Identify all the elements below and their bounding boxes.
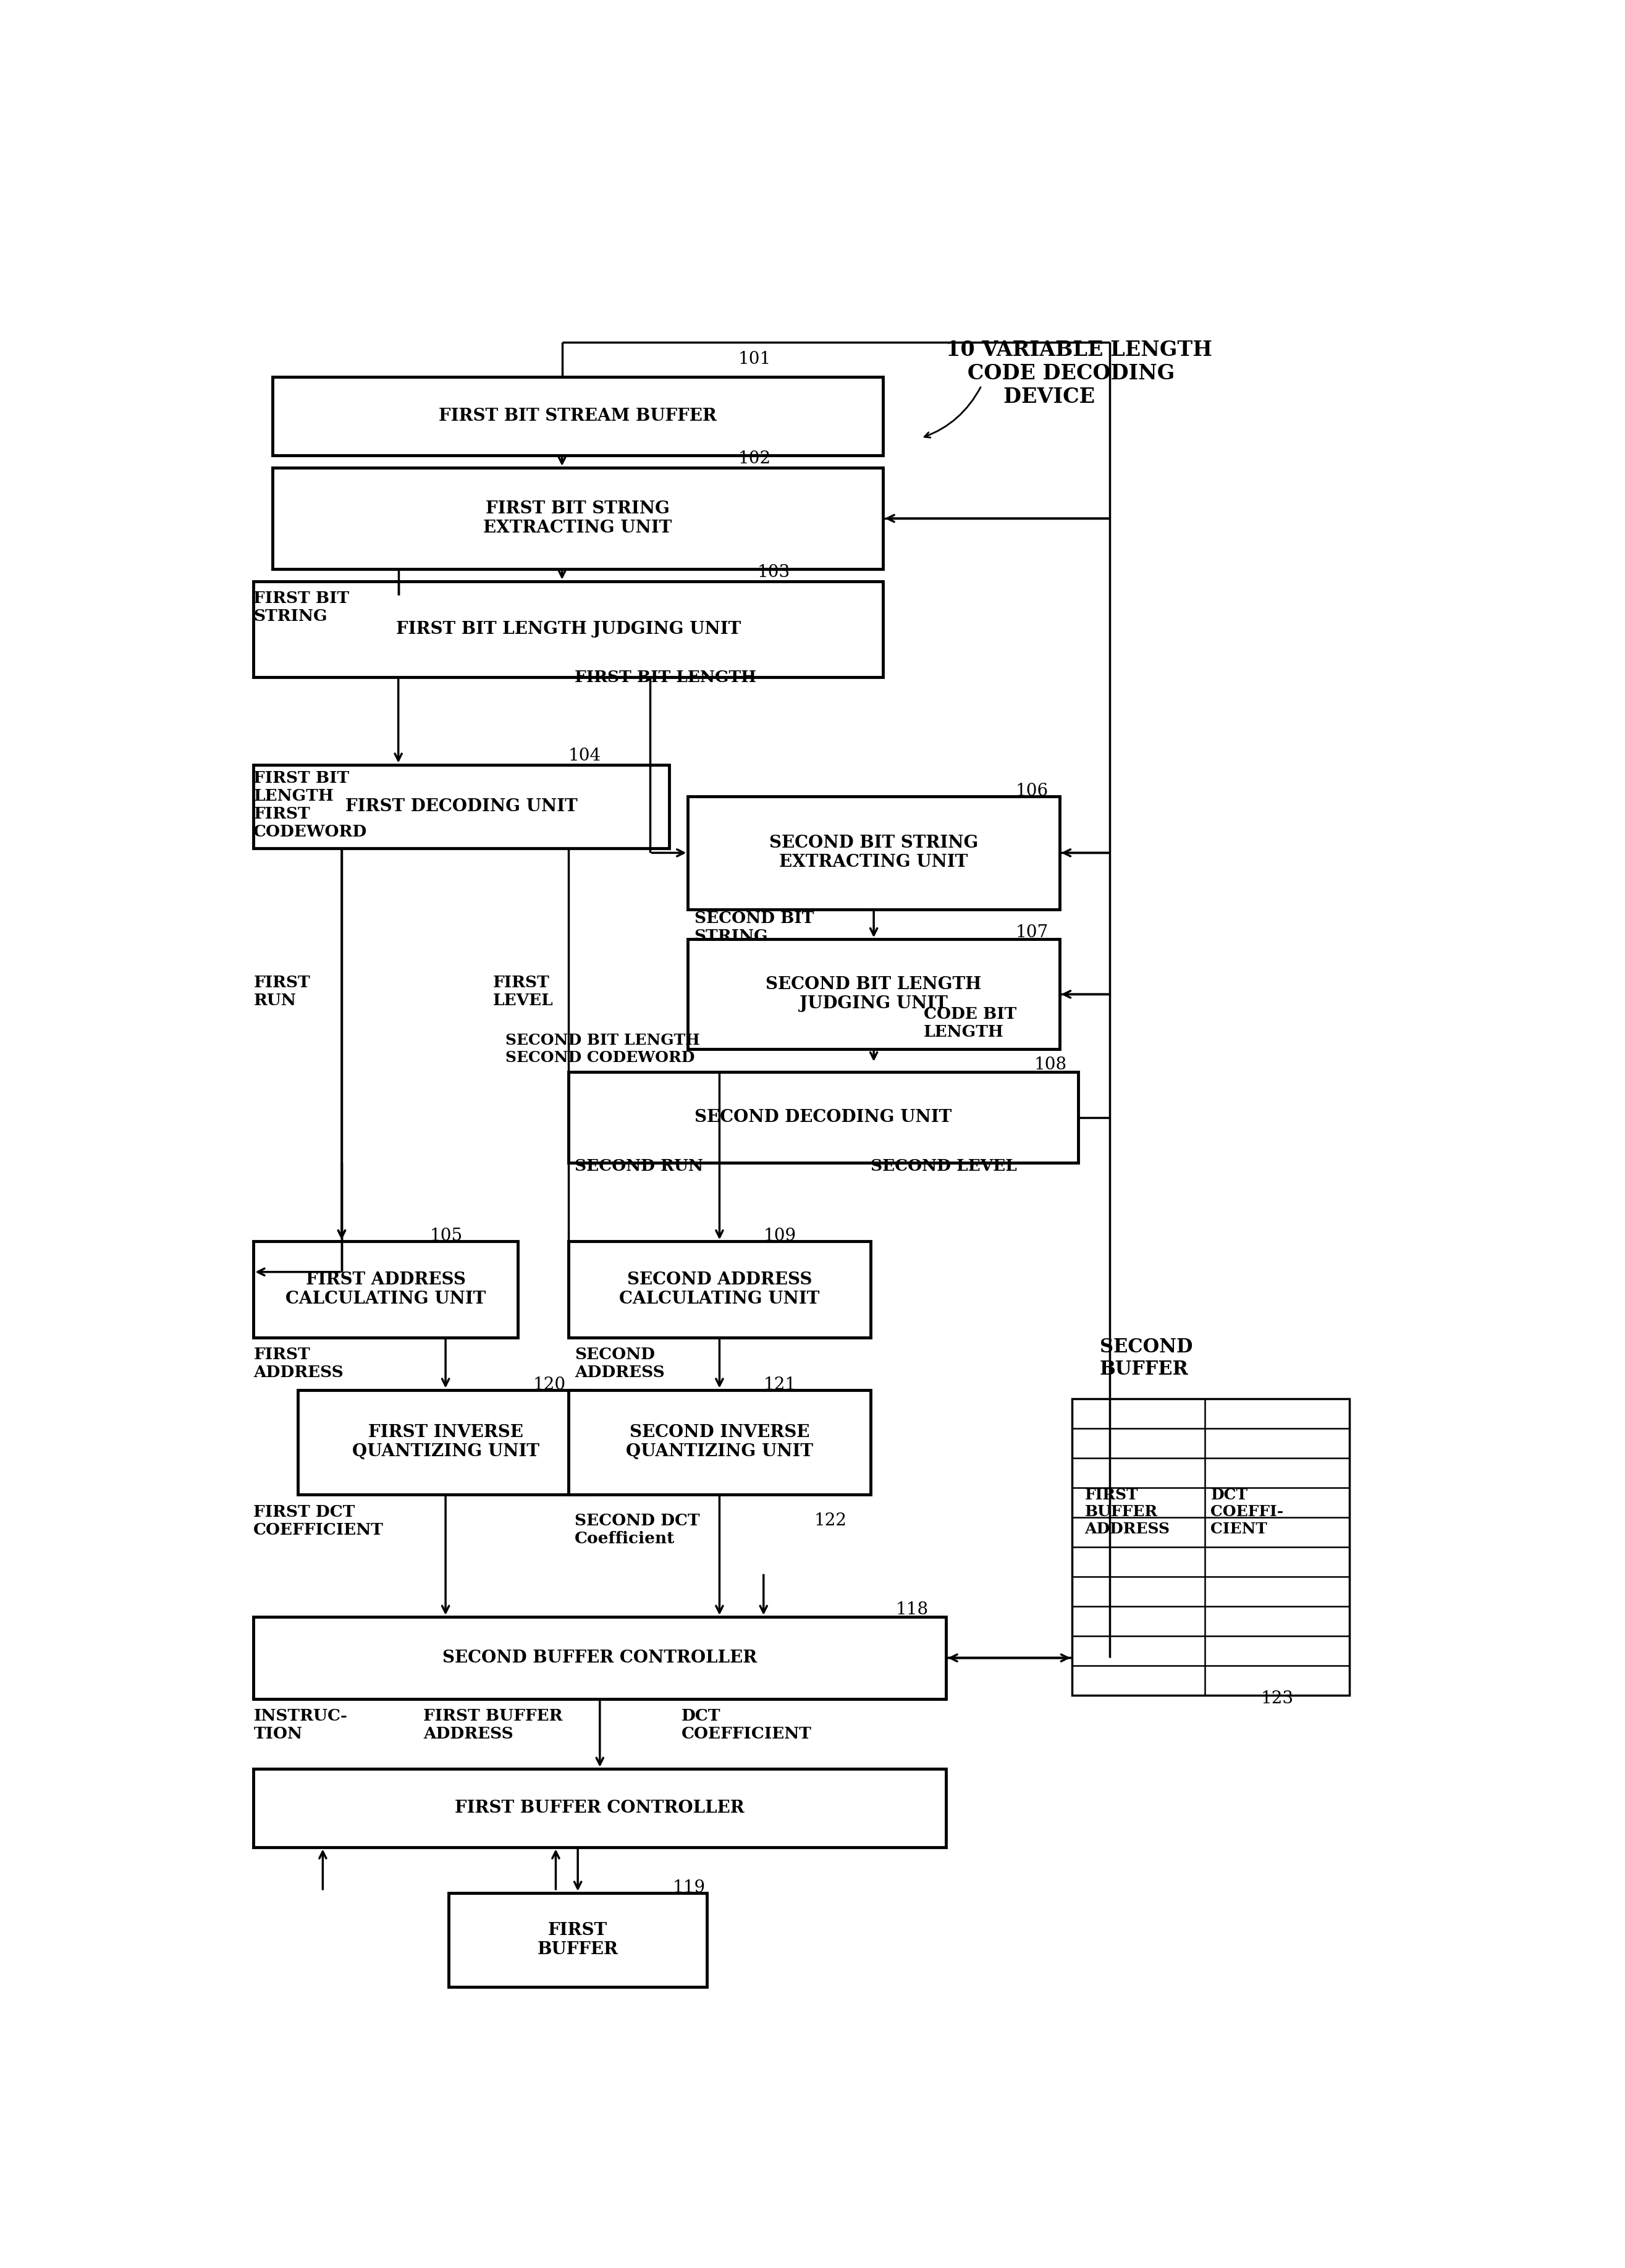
Bar [1073,1399,1349,1696]
Bar [273,467,884,569]
Text: SECOND BIT LENGTH
SECOND CODEWORD: SECOND BIT LENGTH SECOND CODEWORD [505,1034,700,1066]
Text: 121: 121 [764,1377,796,1393]
Text: FIRST BIT STREAM BUFFER: FIRST BIT STREAM BUFFER [439,408,717,424]
Text: FIRST BIT LENGTH: FIRST BIT LENGTH [575,669,756,685]
Bar [254,1769,946,1848]
Text: 105: 105 [429,1227,463,1245]
Text: CODE BIT
LENGTH: CODE BIT LENGTH [923,1007,1016,1039]
Text: 122: 122 [814,1513,847,1529]
Text: SECOND INVERSE
QUANTIZING UNIT: SECOND INVERSE QUANTIZING UNIT [626,1424,812,1461]
Bar [254,1617,946,1699]
Bar [254,581,884,678]
Text: 120: 120 [533,1377,565,1393]
Text: FIRST
ADDRESS: FIRST ADDRESS [254,1347,343,1381]
Text: SECOND LEVEL: SECOND LEVEL [871,1159,1017,1175]
Text: FIRST BUFFER CONTROLLER: FIRST BUFFER CONTROLLER [455,1801,744,1817]
Text: 106: 106 [1016,782,1048,798]
Text: FIRST INVERSE
QUANTIZING UNIT: FIRST INVERSE QUANTIZING UNIT [353,1424,540,1461]
Bar [297,1390,593,1495]
Text: SECOND
ADDRESS: SECOND ADDRESS [575,1347,665,1381]
Text: DCT
COEFFICIENT: DCT COEFFICIENT [681,1708,812,1742]
Text: FIRST BIT
LENGTH
FIRST
CODEWORD: FIRST BIT LENGTH FIRST CODEWORD [254,771,367,839]
Text: INSTRUC-
TION: INSTRUC- TION [254,1708,348,1742]
Text: FIRST
BUFFER
ADDRESS: FIRST BUFFER ADDRESS [1084,1488,1170,1538]
Text: SECOND BIT LENGTH
JUDGING UNIT: SECOND BIT LENGTH JUDGING UNIT [765,975,982,1012]
Text: 123: 123 [1261,1690,1294,1708]
Text: SECOND ADDRESS
CALCULATING UNIT: SECOND ADDRESS CALCULATING UNIT [619,1272,819,1306]
Text: FIRST
LEVEL: FIRST LEVEL [492,975,552,1009]
Text: SECOND BIT STRING
EXTRACTING UNIT: SECOND BIT STRING EXTRACTING UNIT [769,835,978,871]
Bar [569,1073,1079,1163]
Text: FIRST BIT LENGTH JUDGING UNIT: FIRST BIT LENGTH JUDGING UNIT [396,621,741,637]
Text: 101: 101 [738,352,772,367]
Bar [273,376,884,456]
Text: 103: 103 [757,565,790,581]
Text: FIRST BIT STRING
EXTRACTING UNIT: FIRST BIT STRING EXTRACTING UNIT [484,501,673,535]
Text: FIRST
BUFFER: FIRST BUFFER [538,1921,618,1957]
Text: SECOND RUN: SECOND RUN [575,1159,704,1175]
Bar [569,1390,871,1495]
Text: 104: 104 [569,748,601,764]
Text: SECOND BUFFER CONTROLLER: SECOND BUFFER CONTROLLER [442,1649,757,1667]
Text: SECOND
BUFFER: SECOND BUFFER [1100,1338,1193,1379]
Bar [687,939,1060,1050]
Bar [449,1894,707,1987]
Bar [254,764,670,848]
Text: FIRST DECODING UNIT: FIRST DECODING UNIT [344,798,577,814]
Text: 118: 118 [895,1601,928,1617]
Text: FIRST DCT
COEFFICIENT: FIRST DCT COEFFICIENT [254,1504,384,1538]
Text: DCT
COEFFI-
CIENT: DCT COEFFI- CIENT [1211,1488,1284,1538]
Text: FIRST
RUN: FIRST RUN [254,975,310,1009]
Text: 10 VARIABLE LENGTH
   CODE DECODING
        DEVICE: 10 VARIABLE LENGTH CODE DECODING DEVICE [946,340,1212,408]
Text: SECOND BIT
STRING: SECOND BIT STRING [694,909,814,943]
Text: 108: 108 [1034,1057,1068,1073]
Text: FIRST ADDRESS
CALCULATING UNIT: FIRST ADDRESS CALCULATING UNIT [286,1272,486,1306]
Text: 102: 102 [738,451,772,467]
Bar [254,1241,518,1338]
Text: 107: 107 [1016,923,1048,941]
Text: FIRST BIT
STRING: FIRST BIT STRING [254,590,349,624]
Text: SECOND DCT
Coefficient: SECOND DCT Coefficient [575,1513,700,1547]
Text: 109: 109 [764,1227,796,1245]
Bar [569,1241,871,1338]
Text: 119: 119 [673,1880,705,1896]
Text: FIRST BUFFER
ADDRESS: FIRST BUFFER ADDRESS [424,1708,562,1742]
Bar [687,796,1060,909]
Text: SECOND DECODING UNIT: SECOND DECODING UNIT [695,1109,952,1125]
